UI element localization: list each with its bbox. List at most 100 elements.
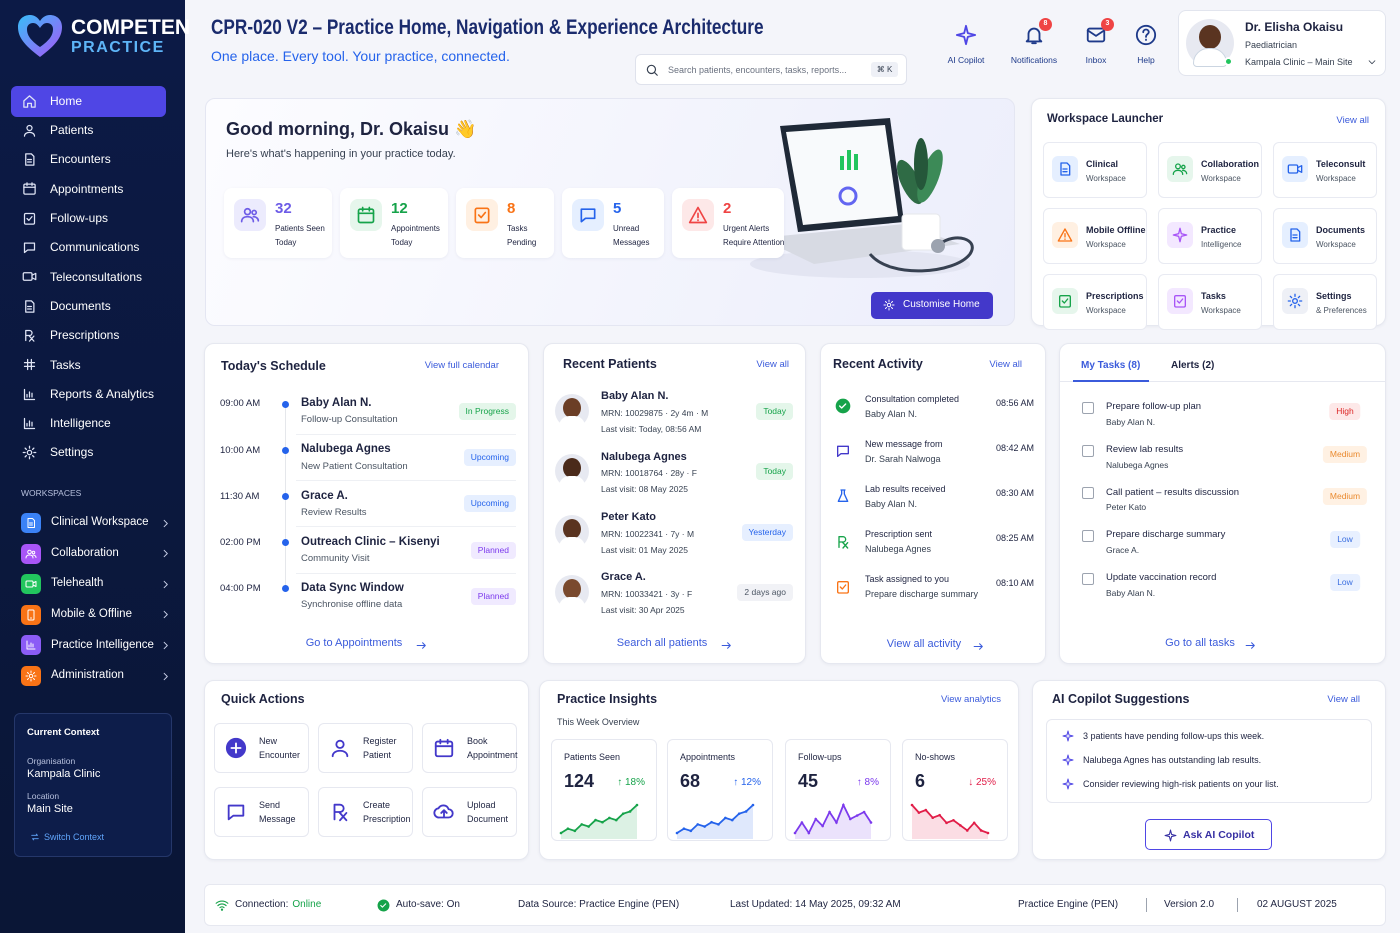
patient-info: MRN: 10022341 · 7y · M xyxy=(601,528,695,539)
icon xyxy=(24,299,34,313)
quick-action[interactable] xyxy=(422,787,517,837)
nav-item[interactable]: Patients xyxy=(50,123,94,138)
checkbox[interactable] xyxy=(1082,487,1094,500)
shortcut: ⌘ K xyxy=(876,65,893,75)
link[interactable]: View full calendar xyxy=(424,360,499,372)
sparkline-point xyxy=(828,810,831,814)
workspace-item[interactable]: Practice Intelligence xyxy=(51,638,154,651)
stat-label: Urgent Alerts xyxy=(723,224,770,234)
link[interactable]: View all xyxy=(1327,694,1360,706)
icon-part xyxy=(653,71,658,76)
footer-link[interactable]: Search all patients xyxy=(616,637,708,650)
panel-title: Recent Patients xyxy=(563,356,657,371)
checkbox[interactable] xyxy=(1082,530,1094,543)
icon xyxy=(25,549,37,559)
quick-label: Create xyxy=(363,799,391,810)
quick-label: Send xyxy=(259,799,281,810)
quick-action[interactable] xyxy=(318,723,413,773)
nav-item[interactable]: Intelligence xyxy=(50,416,111,431)
icon-part xyxy=(27,518,35,528)
activity-sub: Baby Alan N. xyxy=(865,408,918,419)
appointment-name[interactable]: Data Sync Window xyxy=(301,581,404,594)
nav-item[interactable]: Encounters xyxy=(50,152,111,167)
quick-label: Message xyxy=(259,813,296,824)
footer-link[interactable]: View all activity xyxy=(886,638,962,651)
icon xyxy=(25,670,37,682)
nav-item[interactable]: Tasks xyxy=(50,357,81,372)
patient-name[interactable]: Nalubega Agnes xyxy=(601,450,687,463)
sparkline-point xyxy=(972,821,976,825)
nav-item[interactable]: Communications xyxy=(50,240,140,255)
status-bar xyxy=(204,884,1386,926)
link[interactable]: View all xyxy=(756,359,789,371)
icon xyxy=(215,900,229,911)
icon-part xyxy=(251,209,258,216)
appointment-name[interactable]: Baby Alan N. xyxy=(301,397,372,410)
badge-count: 8 xyxy=(1043,20,1048,28)
workspace-item[interactable]: Telehealth xyxy=(51,577,104,590)
search-placeholder: Search patients, encounters, tasks, repo… xyxy=(668,64,847,75)
nav-item[interactable]: Reports & Analytics xyxy=(50,386,155,401)
search-box[interactable] xyxy=(635,54,907,85)
stat-label: Patients Seen xyxy=(275,224,325,234)
panel-title: Quick Actions xyxy=(221,691,305,706)
footer-link[interactable]: Go to Appointments xyxy=(305,637,403,650)
quick-action[interactable] xyxy=(214,787,309,837)
activity-title: Lab results received xyxy=(865,484,946,494)
workspace-item[interactable]: Collaboration xyxy=(51,546,119,559)
sparkline-point xyxy=(800,821,804,824)
icon-part xyxy=(1172,169,1188,175)
workspace-item[interactable]: Mobile & Offline xyxy=(51,607,132,620)
link[interactable]: View all xyxy=(989,359,1022,371)
action-label[interactable]: Notifications xyxy=(1010,54,1058,65)
icon-part xyxy=(23,388,35,400)
tab[interactable]: My Tasks (8) xyxy=(1081,360,1141,371)
sparkline-point xyxy=(703,825,706,828)
nav-item[interactable]: Teleconsultations xyxy=(50,269,143,284)
status-pill: Upcoming xyxy=(463,449,516,467)
action-label[interactable]: Inbox xyxy=(1085,54,1107,65)
nav-item[interactable]: Appointments xyxy=(50,181,124,196)
nav-item[interactable]: Settings xyxy=(50,445,94,460)
patient-name[interactable]: Grace A. xyxy=(601,571,646,584)
nav-item[interactable]: Home xyxy=(50,93,83,108)
workspace-item[interactable]: Administration xyxy=(51,669,124,682)
icon-part xyxy=(26,305,32,310)
footer-link[interactable]: Go to all tasks xyxy=(1165,637,1235,650)
nav-item[interactable]: Documents xyxy=(50,298,111,313)
icon-part xyxy=(31,550,36,554)
customise-button[interactable] xyxy=(871,292,993,319)
appointment-name[interactable]: Outreach Clinic – Kisenyi xyxy=(301,535,440,548)
action-label[interactable]: AI Copilot xyxy=(947,54,985,65)
quick-action[interactable] xyxy=(422,723,517,773)
activity-title: New message from xyxy=(865,438,943,449)
switch-context[interactable]: Switch Context xyxy=(44,831,105,842)
checkbox[interactable] xyxy=(1082,572,1094,585)
nav-item[interactable]: Prescriptions xyxy=(50,328,120,343)
action-label[interactable]: Help xyxy=(1137,54,1155,65)
separator xyxy=(1237,898,1238,912)
icon-part xyxy=(24,299,34,313)
activity-time: 08:30 AM xyxy=(995,488,1034,498)
icon xyxy=(23,124,35,137)
appointment-name[interactable]: Grace A. xyxy=(301,489,348,502)
workspace-item[interactable]: Clinical Workspace xyxy=(51,516,149,529)
link[interactable]: View analytics xyxy=(940,694,1001,706)
link[interactable]: View all xyxy=(1336,115,1369,127)
checkbox[interactable] xyxy=(1082,402,1094,414)
timeline-dot xyxy=(281,539,289,547)
tab[interactable]: Alerts (2) xyxy=(1171,360,1215,371)
quick-label: Document xyxy=(467,813,509,824)
launcher-tile[interactable] xyxy=(1158,142,1262,198)
patient-name[interactable]: Peter Kato xyxy=(601,511,657,523)
checkbox[interactable] xyxy=(1082,444,1094,457)
appointment-name[interactable]: Nalubega Agnes xyxy=(301,443,391,456)
quick-label: Patient xyxy=(363,749,392,760)
sparkline-point xyxy=(807,831,811,835)
icon xyxy=(23,417,35,429)
icon-part xyxy=(163,580,168,588)
icon-part xyxy=(22,182,36,189)
nav-item[interactable]: Follow-ups xyxy=(50,211,109,225)
stat-label: Pending xyxy=(507,238,537,248)
patient-name[interactable]: Baby Alan N. xyxy=(601,390,669,403)
